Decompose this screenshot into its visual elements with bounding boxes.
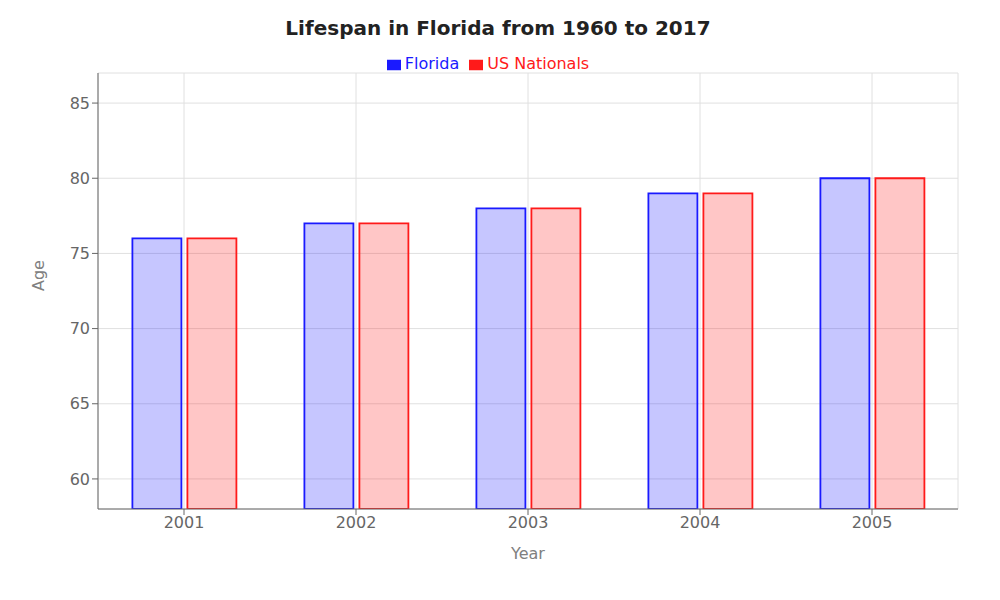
svg-text:2004: 2004: [680, 513, 721, 532]
svg-text:75: 75: [70, 244, 90, 263]
svg-text:Age: Age: [29, 260, 48, 291]
svg-text:65: 65: [70, 394, 90, 413]
svg-text:85: 85: [70, 94, 90, 113]
svg-text:Year: Year: [510, 544, 545, 563]
html-text:Lifespan in Florida from 1960: Lifespan in Florida from 1960 to 2017: [285, 16, 711, 40]
html-text:Florida: Florida: [404, 54, 460, 73]
svg-text:80: 80: [70, 169, 90, 188]
svg-text:2003: 2003: [508, 513, 549, 532]
svg-text:2002: 2002: [336, 513, 377, 532]
svg-text:2001: 2001: [164, 513, 205, 532]
svg-text:2005: 2005: [852, 513, 893, 532]
svg-text:60: 60: [70, 470, 90, 489]
html-text:US Nationals: US Nationals: [487, 54, 590, 73]
svg-text:70: 70: [70, 319, 90, 338]
